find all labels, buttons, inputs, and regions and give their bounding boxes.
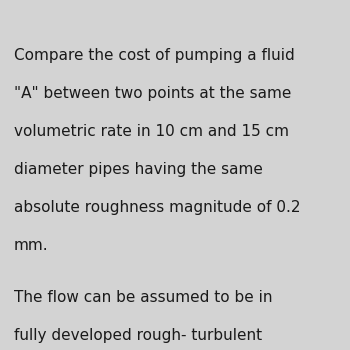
Text: fully developed rough- turbulent: fully developed rough- turbulent (14, 328, 262, 343)
Text: volumetric rate in 10 cm and 15 cm: volumetric rate in 10 cm and 15 cm (14, 124, 289, 139)
Text: absolute roughness magnitude of 0.2: absolute roughness magnitude of 0.2 (14, 200, 301, 215)
Text: Compare the cost of pumping a fluid: Compare the cost of pumping a fluid (14, 48, 295, 63)
Text: diameter pipes having the same: diameter pipes having the same (14, 162, 263, 177)
Text: mm.: mm. (14, 238, 49, 253)
Text: "A" between two points at the same: "A" between two points at the same (14, 86, 291, 101)
Text: The flow can be assumed to be in: The flow can be assumed to be in (14, 290, 273, 305)
